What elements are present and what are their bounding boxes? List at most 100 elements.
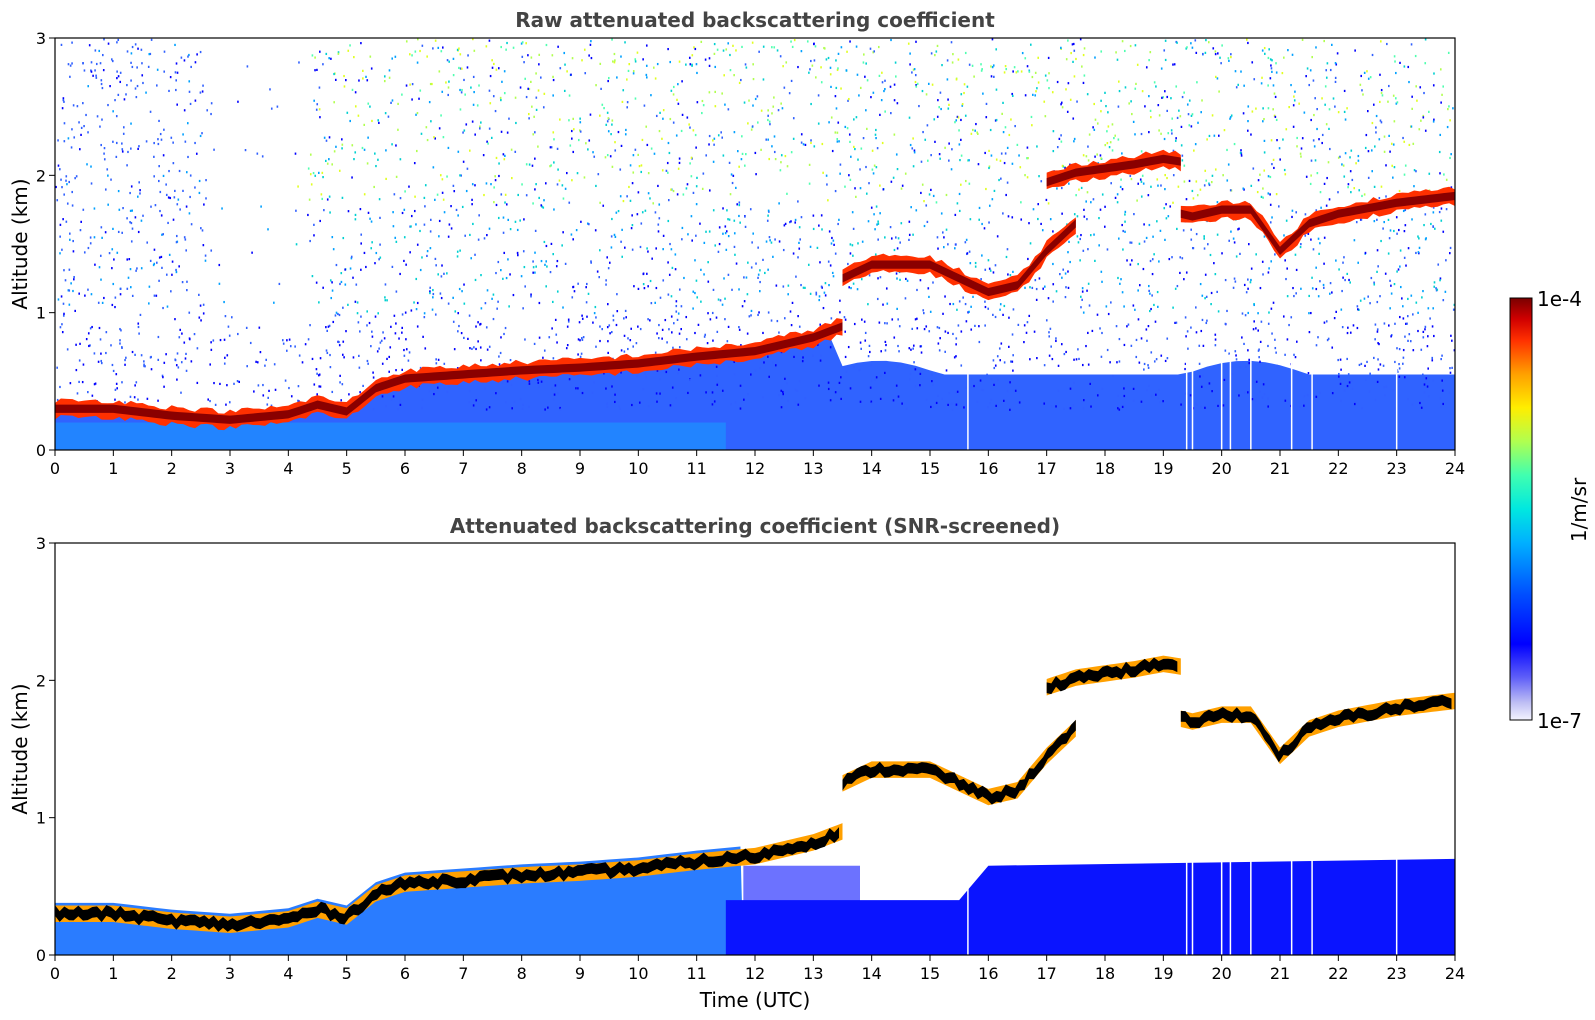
noise-speck [1391, 164, 1393, 167]
noise-speck [890, 180, 893, 183]
noise-speck [874, 378, 876, 381]
noise-speck [879, 397, 882, 401]
noise-speck [1086, 218, 1088, 221]
noise-speck [1435, 287, 1437, 290]
noise-speck [611, 119, 614, 122]
noise-speck [827, 260, 830, 263]
noise-speck [124, 358, 126, 362]
noise-speck [1423, 391, 1426, 394]
noise-speck [946, 78, 949, 81]
noise-speck [378, 258, 380, 261]
noise-speck [460, 174, 462, 177]
noise-speck [1037, 56, 1040, 59]
noise-speck [130, 221, 133, 225]
noise-speck [790, 40, 792, 43]
noise-speck [1392, 176, 1394, 179]
noise-speck [1339, 155, 1341, 158]
noise-speck [728, 366, 730, 369]
noise-speck [370, 345, 372, 348]
noise-speck [656, 332, 658, 335]
noise-speck [855, 116, 858, 119]
noise-speck [1026, 157, 1028, 160]
noise-speck [558, 179, 561, 182]
noise-speck [611, 217, 613, 221]
noise-speck [1002, 399, 1005, 402]
noise-speck [1375, 131, 1377, 134]
noise-speck [1075, 194, 1077, 197]
noise-speck [140, 48, 143, 51]
noise-speck [140, 354, 143, 357]
noise-speck [74, 177, 76, 180]
noise-speck [1229, 189, 1232, 192]
noise-speck [1356, 326, 1359, 330]
noise-speck [823, 47, 826, 50]
noise-speck [695, 63, 698, 66]
noise-speck [1383, 322, 1386, 325]
noise-speck [174, 318, 176, 321]
noise-speck [126, 164, 128, 167]
noise-speck [1343, 256, 1345, 259]
noise-speck [352, 356, 355, 359]
noise-speck [794, 401, 797, 404]
noise-speck [875, 166, 878, 169]
noise-speck [159, 132, 162, 136]
noise-speck [130, 52, 133, 55]
noise-speck [523, 218, 525, 221]
noise-speck [731, 288, 733, 291]
noise-speck [873, 164, 876, 167]
noise-speck [689, 379, 691, 382]
noise-speck [59, 235, 61, 238]
noise-speck [686, 116, 689, 119]
noise-speck [1293, 99, 1296, 102]
noise-speck [897, 363, 900, 366]
noise-speck [544, 182, 547, 185]
noise-speck [1267, 397, 1269, 400]
noise-speck [579, 121, 582, 124]
noise-speck [183, 59, 186, 62]
noise-speck [128, 258, 131, 261]
noise-speck [537, 89, 540, 92]
noise-speck [759, 269, 761, 272]
noise-speck [117, 93, 120, 97]
noise-speck [664, 318, 667, 322]
noise-speck [73, 136, 76, 139]
noise-speck [185, 352, 187, 356]
noise-speck [1334, 105, 1336, 108]
noise-speck [819, 359, 822, 362]
noise-speck [1003, 361, 1006, 364]
noise-speck [759, 367, 761, 370]
noise-speck [600, 87, 602, 90]
noise-speck [716, 330, 719, 333]
noise-speck [793, 355, 795, 359]
noise-speck [328, 57, 330, 60]
noise-speck [1164, 238, 1166, 241]
noise-speck [716, 383, 719, 386]
noise-speck [66, 183, 68, 186]
noise-speck [504, 326, 507, 330]
noise-speck [690, 156, 693, 159]
noise-speck [176, 352, 179, 355]
noise-speck [1360, 362, 1363, 366]
noise-speck [463, 302, 466, 305]
noise-speck [71, 41, 73, 44]
noise-speck [944, 295, 946, 298]
noise-speck [157, 399, 159, 402]
noise-speck [1293, 353, 1295, 356]
noise-speck [1348, 381, 1351, 384]
noise-speck [1190, 42, 1192, 45]
noise-speck [788, 92, 791, 95]
x-tick-label: 19 [1153, 964, 1173, 983]
noise-speck [111, 267, 113, 270]
noise-speck [708, 230, 711, 233]
noise-speck [1121, 152, 1123, 155]
noise-speck [1130, 100, 1132, 103]
noise-speck [1275, 71, 1278, 74]
noise-speck [714, 244, 717, 247]
noise-speck [1347, 183, 1350, 186]
noise-speck [818, 384, 820, 387]
noise-speck [1295, 211, 1298, 214]
noise-speck [541, 205, 543, 208]
noise-speck [999, 359, 1002, 362]
noise-speck [1121, 40, 1124, 43]
noise-speck [330, 296, 333, 300]
